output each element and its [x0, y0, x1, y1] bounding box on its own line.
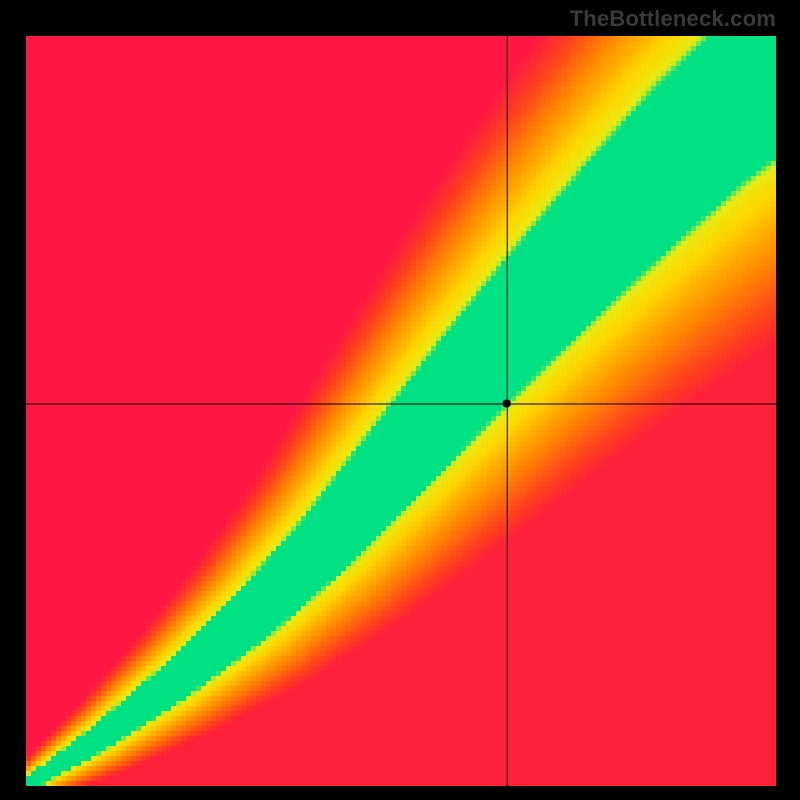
watermark-text: TheBottleneck.com — [570, 6, 776, 32]
bottleneck-heatmap — [26, 36, 776, 786]
